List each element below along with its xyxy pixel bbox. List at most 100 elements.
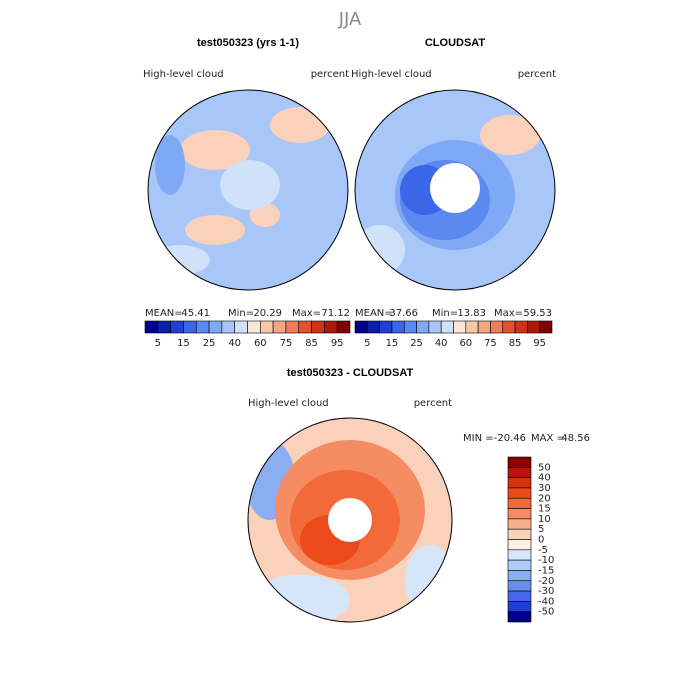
- colorbar-box: [354, 320, 368, 334]
- colorbar-box: [514, 320, 528, 334]
- colorbar-box: [221, 320, 235, 334]
- colorbar-box: [490, 320, 504, 334]
- colorbar-box: [379, 320, 393, 334]
- colorbar-label: -20: [538, 576, 554, 587]
- colorbar-label: -5: [538, 545, 548, 556]
- colorbar-label: 40: [435, 338, 448, 349]
- colorbar-box: [453, 320, 467, 334]
- colorbar-label: 40: [228, 338, 241, 349]
- stat-value: 13.83: [457, 308, 486, 319]
- colorbar-box: [507, 528, 532, 540]
- colorbar-box: [465, 320, 479, 334]
- colorbar-label: 95: [331, 338, 344, 349]
- colorbar-box: [183, 320, 197, 334]
- colorbar-box: [428, 320, 442, 334]
- colorbar-box: [260, 320, 274, 334]
- stat-label: Min=: [228, 308, 254, 319]
- right-label: percent: [311, 69, 349, 80]
- colorbar-box: [507, 601, 532, 612]
- colorbar-box: [247, 320, 261, 334]
- colorbar-label: 50: [538, 462, 551, 473]
- colorbar-box: [208, 320, 223, 334]
- colorbar-label: 0: [538, 535, 544, 546]
- colorbar-label: 20: [538, 493, 551, 504]
- stat-label: Max=: [292, 308, 321, 319]
- colorbar-label: 60: [459, 338, 472, 349]
- colorbar-box: [477, 320, 491, 334]
- stat-value: 59.53: [523, 308, 552, 319]
- colorbar-label: 15: [177, 338, 190, 349]
- map: [355, 90, 555, 290]
- colorbar-box: [507, 611, 532, 623]
- colorbar-box: [507, 580, 532, 592]
- stat-label: Max=: [494, 308, 523, 319]
- stat-value: 45.41: [181, 308, 210, 319]
- colorbar-label: -30: [538, 586, 554, 597]
- colorbar-box: [507, 497, 532, 509]
- colorbar-box: [507, 477, 532, 489]
- colorbar-box: [272, 320, 287, 334]
- stat-value: -20.46: [494, 433, 526, 444]
- colorbar-box: [157, 320, 171, 334]
- stat-value: 20.29: [253, 308, 282, 319]
- right-label: percent: [414, 398, 452, 409]
- colorbar-label: 25: [410, 338, 423, 349]
- colorbar-box: [324, 320, 338, 334]
- figure-title: JJA: [338, 9, 362, 30]
- colorbar-label: -10: [538, 555, 554, 566]
- colorbar-box: [170, 320, 184, 334]
- colorbar-box: [507, 570, 532, 582]
- colorbar-box: [416, 320, 430, 334]
- panel-title: CLOUDSAT: [425, 37, 486, 49]
- colorbar-box: [440, 320, 454, 334]
- stat-value: 37.66: [389, 308, 418, 319]
- colorbar-label: 5: [155, 338, 161, 349]
- stat-label: MEAN=: [355, 308, 393, 319]
- colorbar-box: [234, 320, 248, 334]
- colorbar-box: [527, 320, 540, 334]
- colorbar-box: [507, 539, 532, 551]
- colorbar-label: 5: [364, 338, 370, 349]
- colorbar-label: 75: [280, 338, 293, 349]
- stat-value: 71.12: [321, 308, 350, 319]
- map-border: [147, 89, 349, 291]
- map-border: [354, 89, 556, 291]
- colorbar-label: 10: [538, 514, 551, 525]
- colorbar-box: [144, 320, 159, 334]
- colorbar-label: 15: [538, 504, 551, 515]
- colorbar-box: [285, 320, 300, 334]
- colorbar-label: 25: [203, 338, 216, 349]
- colorbar-box: [507, 456, 532, 468]
- stat-label: Min=: [432, 308, 458, 319]
- panel-title: test050323 - CLOUDSAT: [287, 367, 414, 379]
- panel-title: test050323 (yrs 1-1): [197, 37, 299, 49]
- colorbar-label: -50: [538, 607, 554, 618]
- colorbar-box: [507, 467, 532, 478]
- colorbar-box: [367, 320, 380, 334]
- left-label: High-level cloud: [143, 69, 224, 80]
- colorbar-label: 40: [538, 473, 551, 484]
- colorbar-label: 85: [305, 338, 318, 349]
- colorbar-box: [195, 320, 210, 334]
- stat-label: MAX =: [531, 433, 565, 444]
- colorbar-label: 30: [538, 483, 551, 494]
- colorbar-box: [502, 320, 516, 334]
- colorbar-label: 85: [509, 338, 522, 349]
- colorbar-box: [298, 320, 312, 334]
- colorbar-label: 75: [484, 338, 497, 349]
- colorbar-label: 5: [538, 524, 544, 535]
- colorbar-box: [391, 320, 405, 334]
- colorbar-box: [311, 320, 325, 334]
- stat-value: 48.56: [561, 433, 590, 444]
- colorbar-box: [507, 559, 532, 571]
- map: [148, 90, 348, 290]
- left-label: High-level cloud: [351, 69, 432, 80]
- stat-label: MIN =: [463, 433, 494, 444]
- colorbar-box: [507, 549, 532, 561]
- colorbar-label: -15: [538, 565, 554, 576]
- colorbar-box: [539, 320, 553, 334]
- colorbar-box: [507, 508, 532, 520]
- colorbar-box: [507, 487, 532, 499]
- colorbar-box: [507, 518, 532, 530]
